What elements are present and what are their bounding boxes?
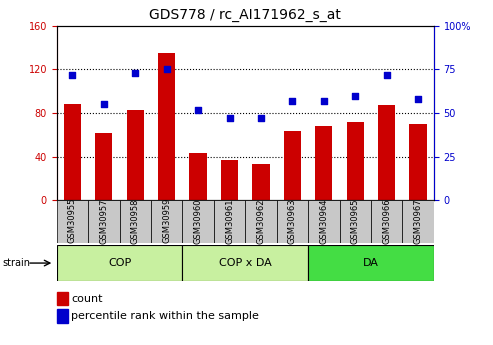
Text: GSM30967: GSM30967 — [414, 198, 423, 244]
Text: COP x DA: COP x DA — [219, 258, 272, 268]
Bar — [57, 309, 68, 323]
Point — [257, 116, 265, 121]
Title: GDS778 / rc_AI171962_s_at: GDS778 / rc_AI171962_s_at — [149, 8, 341, 22]
Text: DA: DA — [363, 258, 379, 268]
Bar — [410, 124, 427, 200]
Bar — [158, 53, 176, 200]
Text: strain: strain — [2, 258, 31, 268]
Text: GSM30958: GSM30958 — [131, 198, 140, 244]
Point — [69, 72, 76, 77]
Point — [320, 98, 328, 104]
Bar — [252, 164, 270, 200]
Bar — [57, 200, 88, 243]
Point — [414, 96, 422, 102]
Bar — [277, 200, 308, 243]
Text: GSM30957: GSM30957 — [99, 198, 108, 244]
Text: GSM30966: GSM30966 — [382, 198, 391, 244]
Bar — [95, 132, 112, 200]
Text: GSM30962: GSM30962 — [256, 198, 266, 244]
Bar — [57, 292, 68, 305]
Text: GSM30961: GSM30961 — [225, 198, 234, 244]
Text: GSM30955: GSM30955 — [68, 198, 77, 244]
Bar — [315, 126, 332, 200]
Text: GSM30960: GSM30960 — [194, 198, 203, 244]
Point — [383, 72, 390, 77]
Point — [194, 107, 202, 112]
Point — [163, 67, 171, 72]
Bar — [221, 160, 238, 200]
Bar — [182, 200, 214, 243]
Bar — [340, 200, 371, 243]
Bar — [308, 200, 340, 243]
Bar — [127, 110, 144, 200]
Bar — [402, 200, 434, 243]
Bar — [245, 200, 277, 243]
Bar — [371, 200, 402, 243]
Point — [100, 101, 108, 107]
Bar — [347, 122, 364, 200]
Text: GSM30959: GSM30959 — [162, 198, 171, 244]
Bar — [214, 200, 246, 243]
Bar — [284, 131, 301, 200]
Text: GSM30964: GSM30964 — [319, 198, 328, 244]
Point — [352, 93, 359, 98]
Bar — [119, 200, 151, 243]
Bar — [88, 200, 119, 243]
Text: GSM30965: GSM30965 — [351, 198, 360, 244]
Bar — [378, 105, 395, 200]
Point — [131, 70, 139, 76]
Text: COP: COP — [108, 258, 131, 268]
Text: percentile rank within the sample: percentile rank within the sample — [71, 311, 259, 321]
Bar — [151, 200, 182, 243]
Bar — [57, 245, 182, 281]
Bar — [182, 245, 308, 281]
Bar — [308, 245, 434, 281]
Point — [288, 98, 296, 104]
Bar — [64, 104, 81, 200]
Bar — [189, 153, 207, 200]
Text: GSM30963: GSM30963 — [288, 198, 297, 244]
Text: count: count — [71, 294, 103, 304]
Point — [226, 116, 234, 121]
